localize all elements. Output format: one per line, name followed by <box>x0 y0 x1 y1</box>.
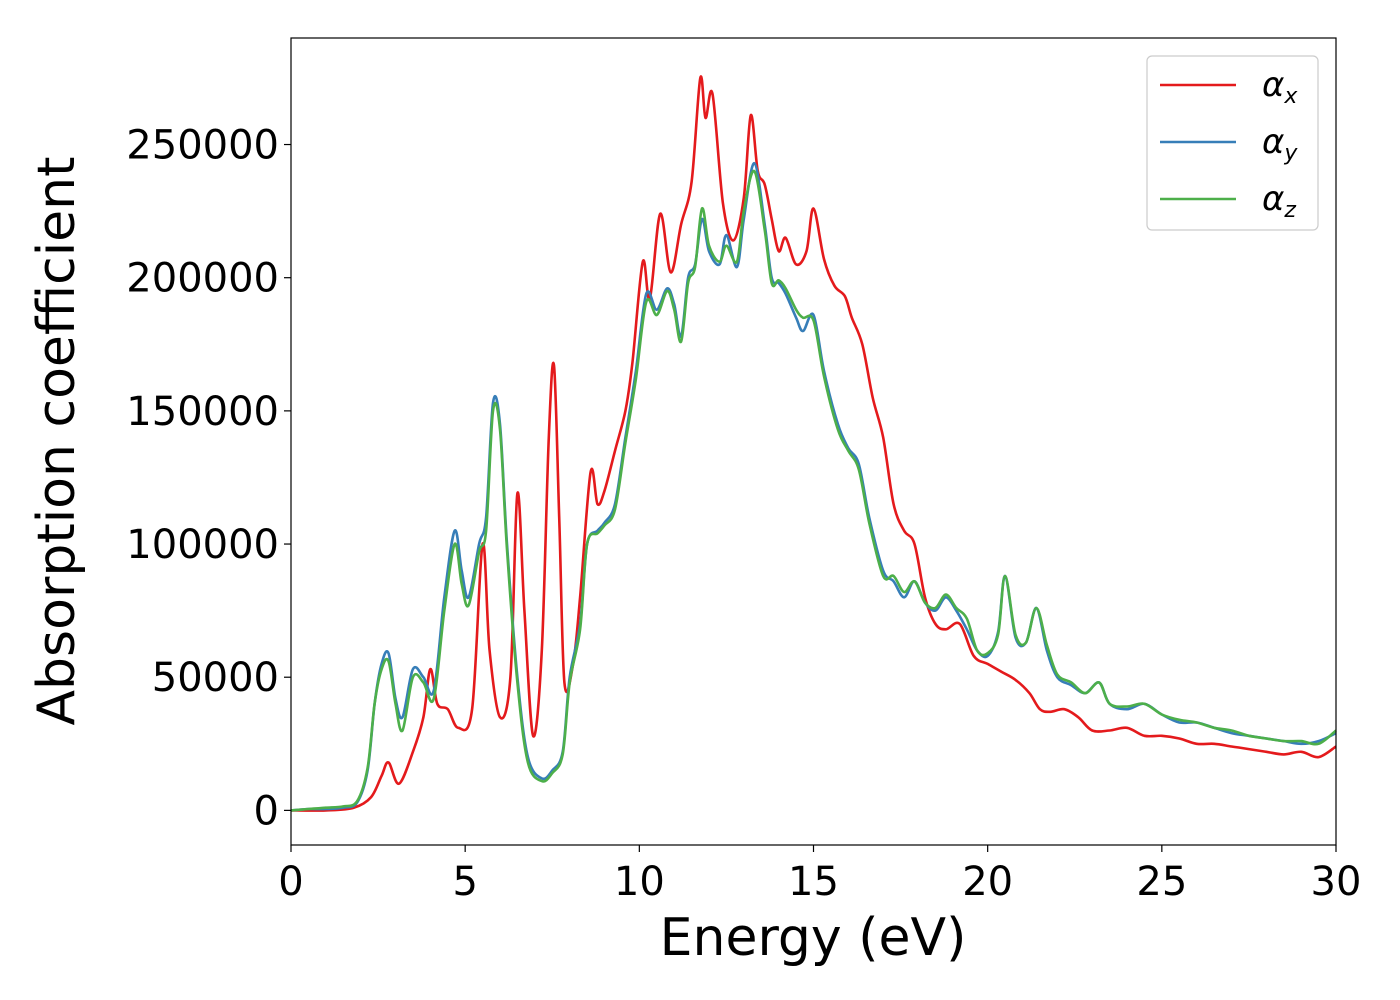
y-tick-label: 0 <box>254 788 279 834</box>
y-tick-label: 200000 <box>126 256 279 302</box>
y-axis-label: Absorption coefficient <box>27 156 87 725</box>
series-line-y <box>290 161 1337 812</box>
x-tick-label: 10 <box>614 859 665 905</box>
y-tick-label: 250000 <box>126 123 279 169</box>
x-tick-label: 15 <box>788 859 839 905</box>
x-tick-label: 25 <box>1136 859 1187 905</box>
x-tick-label: 0 <box>278 859 303 905</box>
x-tick-label: 30 <box>1311 859 1362 905</box>
series-line-x <box>290 75 1337 812</box>
x-axis-ticks: 0 5 10 15 20 25 30 <box>278 845 1361 905</box>
y-axis-ticks: 0 50000 100000 150000 200000 250000 <box>126 123 291 834</box>
y-tick-label: 50000 <box>152 655 279 701</box>
x-axis-label: Energy (eV) <box>660 908 967 968</box>
x-tick-label: 5 <box>452 859 477 905</box>
series-layer <box>290 75 1337 812</box>
series-line-z <box>290 169 1337 812</box>
y-tick-label: 100000 <box>126 522 279 568</box>
y-tick-label: 150000 <box>126 389 279 435</box>
x-tick-label: 20 <box>962 859 1013 905</box>
